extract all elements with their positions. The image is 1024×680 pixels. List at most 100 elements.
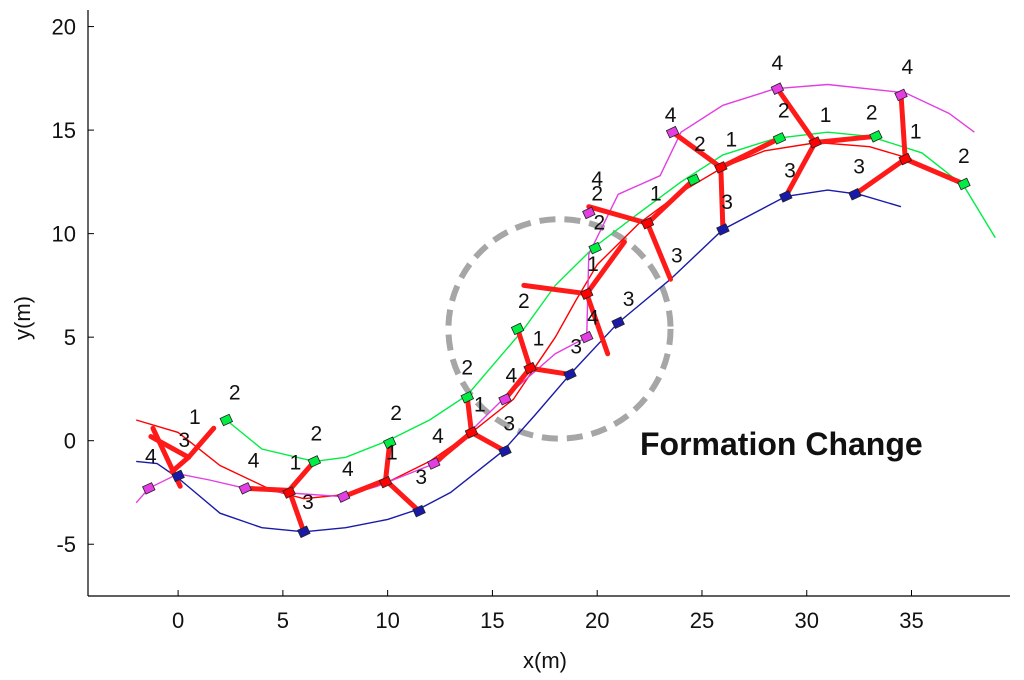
- agent-label: 2: [591, 183, 603, 206]
- y-axis-label: y(m): [10, 296, 35, 340]
- x-tick-label: 20: [585, 608, 609, 633]
- formation-link: [718, 135, 782, 170]
- robot-marker-agent-3: [412, 504, 426, 518]
- x-tick-label: 5: [277, 608, 289, 633]
- robot-marker-agent-4: [498, 393, 512, 406]
- formation-link: [383, 477, 422, 514]
- robot-marker-agent-4: [665, 125, 680, 139]
- agent-label: 1: [533, 327, 545, 350]
- agent-label: 2: [518, 290, 530, 313]
- y-tick-label: 10: [52, 222, 76, 247]
- agent-label: 1: [725, 129, 737, 152]
- agent-label: 4: [248, 450, 260, 473]
- formation-link: [521, 282, 590, 297]
- robot-marker-agent-1: [523, 361, 537, 375]
- robot-marker-agent-1: [808, 136, 822, 149]
- formation-link: [502, 365, 533, 402]
- formation-link: [464, 394, 474, 435]
- formation-link: [148, 434, 192, 460]
- robot-marker-agent-1: [464, 426, 479, 439]
- robot-marker-agent-4: [582, 206, 596, 220]
- y-tick-label: -5: [56, 532, 76, 557]
- agent-label: 1: [910, 120, 922, 143]
- x-tick-label: 25: [690, 608, 714, 633]
- robot-marker-agent-4: [426, 457, 441, 470]
- agent-label: 4: [505, 365, 517, 388]
- robot-marker-agent-2: [957, 177, 971, 191]
- agent-label: 2: [958, 145, 970, 168]
- formation-link: [898, 92, 908, 162]
- formation-link: [286, 487, 307, 535]
- trajectory-layer: [135, 83, 996, 533]
- agent-label: 3: [302, 491, 314, 514]
- agent-label: 1: [820, 104, 832, 127]
- robot-marker-agent-2: [510, 322, 525, 336]
- agent-label: 1: [587, 253, 599, 276]
- agent-label: 1: [386, 441, 398, 464]
- agent-label: 1: [474, 394, 486, 417]
- agent-label: 2: [461, 356, 473, 379]
- agent-label: 3: [853, 156, 865, 179]
- x-tick-label: 30: [794, 608, 818, 633]
- robot-marker-agent-1: [282, 486, 296, 499]
- robot-marker-agent-2: [772, 132, 787, 145]
- agent-label: 3: [671, 245, 683, 268]
- x-tick-label: 35: [899, 608, 923, 633]
- formation-link: [584, 239, 627, 297]
- robot-marker-agent-3: [171, 469, 185, 483]
- robot-marker-agent-1: [898, 152, 912, 166]
- robot-marker-agent-2: [869, 130, 883, 143]
- agent-label: 2: [694, 133, 706, 156]
- robot-marker-agent-2: [686, 173, 701, 187]
- robot-marker-agent-2: [588, 241, 602, 255]
- formation-link: [527, 365, 573, 377]
- agent-label: 1: [650, 183, 662, 206]
- formation-link: [902, 156, 967, 187]
- x-tick-label: 0: [172, 608, 184, 633]
- y-tick-label: 20: [52, 15, 76, 40]
- formation-link: [584, 291, 611, 357]
- robot-marker-agent-3: [611, 316, 625, 329]
- robot-marker-agent-2: [219, 413, 234, 427]
- formation-link: [670, 129, 724, 170]
- trajectory-agent-3: [136, 189, 902, 533]
- y-tick-label: 15: [52, 118, 76, 143]
- robot-marker-agent-2: [307, 455, 322, 468]
- formation-links-layer: [148, 86, 967, 535]
- x-tick-label: 15: [480, 608, 504, 633]
- agent-label: 3: [623, 288, 635, 311]
- formation-link: [644, 220, 674, 282]
- formation-link: [852, 156, 908, 197]
- robot-marker-agent-1: [378, 475, 393, 489]
- robot-marker-agent-2: [460, 390, 475, 404]
- trajectory-agent-4: [135, 83, 975, 504]
- formation-change-circle: [445, 216, 674, 442]
- axes: 0 5 10 15 20 25 30 35 -5 0 5 10 15 20: [52, 10, 1010, 633]
- agent-label: 4: [901, 56, 913, 79]
- highlight-circle-layer: [445, 216, 674, 442]
- robot-marker-agent-1: [714, 161, 728, 174]
- robot-marker-agent-1: [640, 217, 655, 230]
- robot-marker-agent-4: [770, 82, 785, 95]
- robot-marker-agent-3: [563, 368, 577, 381]
- robot-marker-agent-3: [848, 188, 862, 201]
- formation-link: [783, 140, 818, 199]
- formation-link: [431, 429, 474, 466]
- robot-marker-agent-1: [579, 287, 594, 300]
- agent-label: 1: [290, 452, 302, 475]
- formation-link: [644, 177, 697, 226]
- formation-link: [186, 425, 217, 460]
- formation-link: [169, 454, 192, 475]
- formation-change-annotation: Formation Change: [640, 426, 923, 462]
- formation-link: [383, 440, 393, 483]
- x-axis-label: x(m): [523, 648, 567, 673]
- agent-label: 3: [570, 336, 582, 359]
- robot-marker-agent-3: [498, 444, 512, 458]
- agent-label: 3: [503, 412, 515, 435]
- robot-marker-agent-3: [716, 223, 730, 236]
- agent-label: 2: [866, 102, 878, 125]
- agent-label: 2: [311, 423, 323, 446]
- agent-label: 2: [229, 381, 241, 404]
- agent-label: 4: [145, 445, 157, 468]
